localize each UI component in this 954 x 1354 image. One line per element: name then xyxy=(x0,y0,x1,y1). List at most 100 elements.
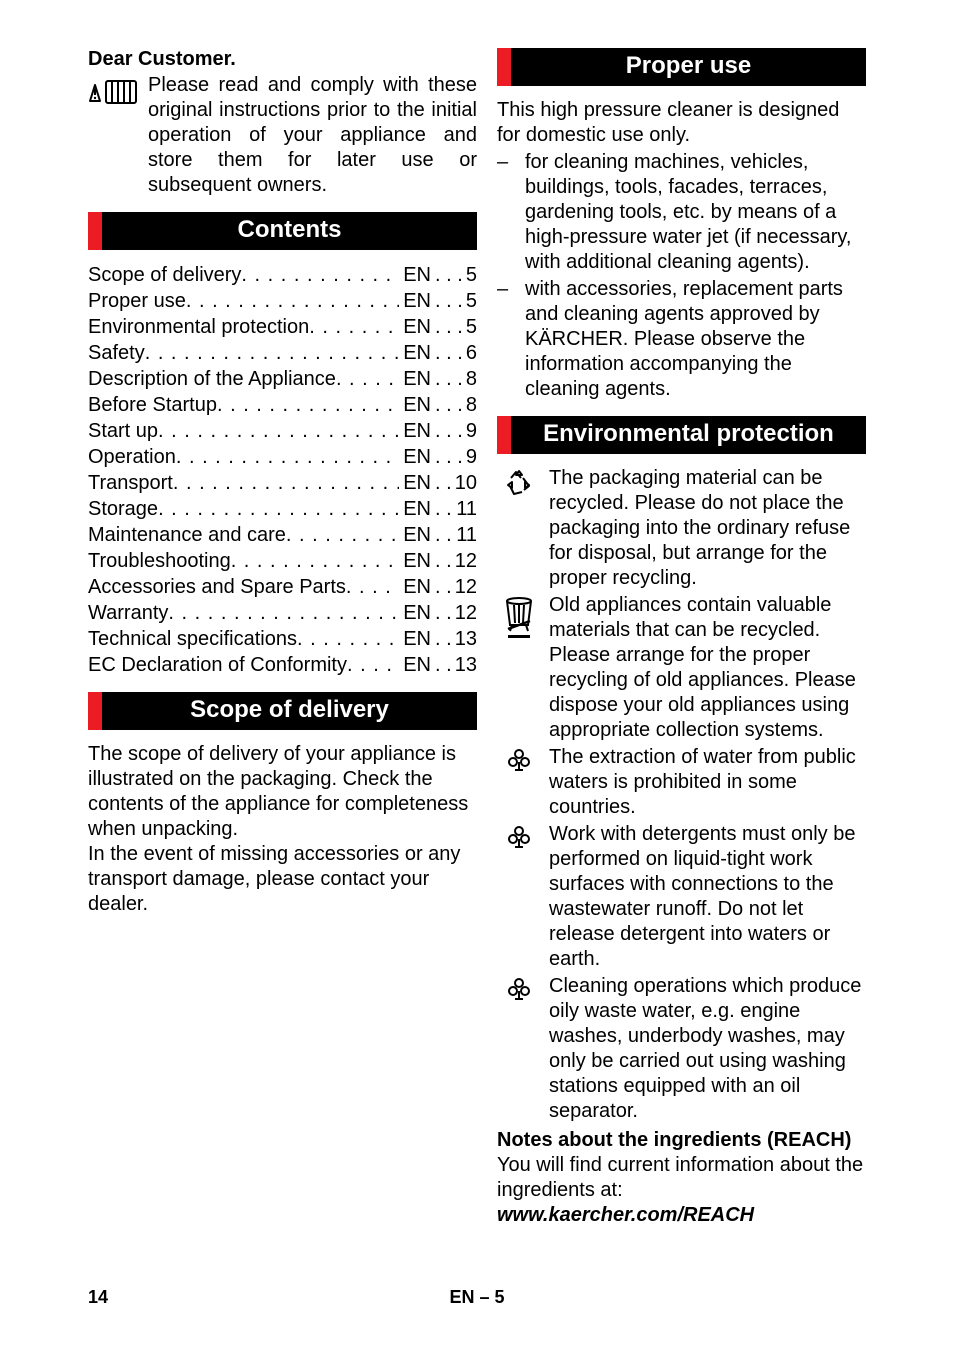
toc-lang: EN xyxy=(399,652,435,678)
toc-page-cell: . . . . . . . . . 5 xyxy=(435,314,477,340)
club-icon xyxy=(497,745,541,773)
toc-page: 11 xyxy=(456,524,477,546)
env-item-text: Old appliances contain valuable material… xyxy=(549,593,866,743)
toc-leader-dots: . . . . . . . . . . . . . . . . . . . . … xyxy=(231,548,400,574)
toc-leader-dots: . . . . . . . . . . . . . . . . . . . . … xyxy=(158,496,399,522)
toc-title: Start up xyxy=(88,418,158,444)
intro-text: Please read and comply with these origin… xyxy=(148,73,477,198)
toc-page: 6 xyxy=(466,342,477,364)
bullet-text: with accessories, replacement parts and … xyxy=(525,277,866,402)
bullet-text: for cleaning machines, vehicles, buildin… xyxy=(525,150,866,275)
env-item: Work with detergents must only be perfor… xyxy=(497,822,866,972)
toc-leader-dots: . . . . . . . . . . . . . . . . . . . . … xyxy=(145,340,400,366)
toc-leader-dots: . . . . . . . . . . . . . . . . . . . . … xyxy=(158,418,399,444)
page-footer: 14 EN – 5 xyxy=(88,1287,866,1308)
toc-page: 12 xyxy=(455,602,477,624)
environmental-list: The packaging material can be recycled. … xyxy=(497,466,866,1124)
toc-leader-dots: . . . . . . . . . . . . . . . . . . . . … xyxy=(286,522,399,548)
toc-leader-dots: . . . . . . . . . . . . . . . . . . . . … xyxy=(241,262,399,288)
environmental-heading: Environmental protection xyxy=(497,416,866,454)
toc-title: Technical specifications xyxy=(88,626,297,652)
toc-page: 5 xyxy=(466,290,477,312)
bullet-dash: – xyxy=(497,277,513,302)
toc-page: 5 xyxy=(466,316,477,338)
table-of-contents: Scope of delivery . . . . . . . . . . . … xyxy=(88,262,477,678)
toc-page-cell: . . . . . . . . . 12 xyxy=(435,574,477,600)
toc-lang: EN xyxy=(399,392,435,418)
toc-page: 8 xyxy=(466,368,477,390)
toc-page: 9 xyxy=(466,446,477,468)
toc-row: EC Declaration of Conformity . . . . . .… xyxy=(88,652,477,678)
bullet-dash: – xyxy=(497,150,513,175)
toc-page-cell: . . . . . . . . . 10 xyxy=(435,470,477,496)
toc-row: Safety . . . . . . . . . . . . . . . . .… xyxy=(88,340,477,366)
toc-row: Warranty . . . . . . . . . . . . . . . .… xyxy=(88,600,477,626)
toc-lang: EN xyxy=(399,496,435,522)
env-item: The packaging material can be recycled. … xyxy=(497,466,866,591)
env-item-text: Cleaning operations which produce oily w… xyxy=(549,974,866,1124)
toc-title: Troubleshooting xyxy=(88,548,231,574)
toc-row: Transport . . . . . . . . . . . . . . . … xyxy=(88,470,477,496)
toc-page-cell: . . . . . . . . . 5 xyxy=(435,262,477,288)
toc-row: Before Startup . . . . . . . . . . . . .… xyxy=(88,392,477,418)
toc-page-cell: . . . . . . . . . 11 xyxy=(435,522,477,548)
toc-page: 11 xyxy=(456,498,477,520)
proper-use-list: –for cleaning machines, vehicles, buildi… xyxy=(497,150,866,402)
toc-page-cell: . . . . . . . . . 13 xyxy=(435,626,477,652)
toc-page-cell: . . . . . . . . . 9 xyxy=(435,418,477,444)
toc-title: Operation xyxy=(88,444,176,470)
toc-leader-dots: . . . . . . . . . . . . . . . . . . . . … xyxy=(168,600,399,626)
env-item: The extraction of water from public wate… xyxy=(497,745,866,820)
toc-page-cell: . . . . . . . . . 12 xyxy=(435,548,477,574)
toc-page: 13 xyxy=(455,628,477,650)
recycle-icon xyxy=(497,466,541,502)
toc-lang: EN xyxy=(399,314,435,340)
toc-lang: EN xyxy=(399,470,435,496)
env-item-text: The packaging material can be recycled. … xyxy=(549,466,866,591)
toc-title: Proper use xyxy=(88,288,186,314)
toc-page-cell: . . . . . . . . . 13 xyxy=(435,652,477,678)
list-item: –with accessories, replacement parts and… xyxy=(497,277,866,402)
toc-row: Maintenance and care . . . . . . . . . .… xyxy=(88,522,477,548)
toc-title: Description of the Appliance xyxy=(88,366,336,392)
toc-lang: EN xyxy=(399,366,435,392)
toc-page-cell: . . . . . . . . . 5 xyxy=(435,288,477,314)
toc-page-cell: . . . . . . . . . 8 xyxy=(435,392,477,418)
toc-lang: EN xyxy=(399,548,435,574)
toc-page: 10 xyxy=(455,472,477,494)
club-icon xyxy=(497,974,541,1002)
warning-manual-icon xyxy=(88,73,142,109)
toc-lang: EN xyxy=(399,522,435,548)
toc-leader-dots: . . . . . . . . . . . . . . . . . . . . … xyxy=(347,652,399,678)
proper-use-heading: Proper use xyxy=(497,48,866,86)
toc-title: Environmental protection xyxy=(88,314,309,340)
toc-leader-dots: . . . . . . . . . . . . . . . . . . . . … xyxy=(173,470,399,496)
toc-page-cell: . . . . . . . . . 12 xyxy=(435,600,477,626)
reach-heading: Notes about the ingredients (REACH) xyxy=(497,1128,866,1153)
toc-row: Storage . . . . . . . . . . . . . . . . … xyxy=(88,496,477,522)
bin-icon xyxy=(497,593,541,639)
toc-row: Operation . . . . . . . . . . . . . . . … xyxy=(88,444,477,470)
intro-block: Please read and comply with these origin… xyxy=(88,73,477,198)
toc-page: 12 xyxy=(455,576,477,598)
toc-title: Transport xyxy=(88,470,173,496)
toc-title: EC Declaration of Conformity xyxy=(88,652,347,678)
toc-row: Troubleshooting . . . . . . . . . . . . … xyxy=(88,548,477,574)
toc-page-cell: . . . . . . . . . 11 xyxy=(435,496,477,522)
toc-title: Scope of delivery xyxy=(88,262,241,288)
footer-center-label: EN – 5 xyxy=(449,1287,504,1308)
toc-page: 5 xyxy=(466,264,477,286)
toc-lang: EN xyxy=(399,340,435,366)
toc-lang: EN xyxy=(399,444,435,470)
toc-leader-dots: . . . . . . . . . . . . . . . . . . . . … xyxy=(297,626,399,652)
toc-title: Accessories and Spare Parts xyxy=(88,574,346,600)
toc-page: 9 xyxy=(466,420,477,442)
toc-lang: EN xyxy=(399,574,435,600)
toc-title: Maintenance and care xyxy=(88,522,286,548)
env-item: Old appliances contain valuable material… xyxy=(497,593,866,743)
toc-page-cell: . . . . . . . . . 8 xyxy=(435,366,477,392)
env-item: Cleaning operations which produce oily w… xyxy=(497,974,866,1124)
toc-lang: EN xyxy=(399,626,435,652)
toc-lang: EN xyxy=(399,288,435,314)
toc-row: Technical specifications . . . . . . . .… xyxy=(88,626,477,652)
